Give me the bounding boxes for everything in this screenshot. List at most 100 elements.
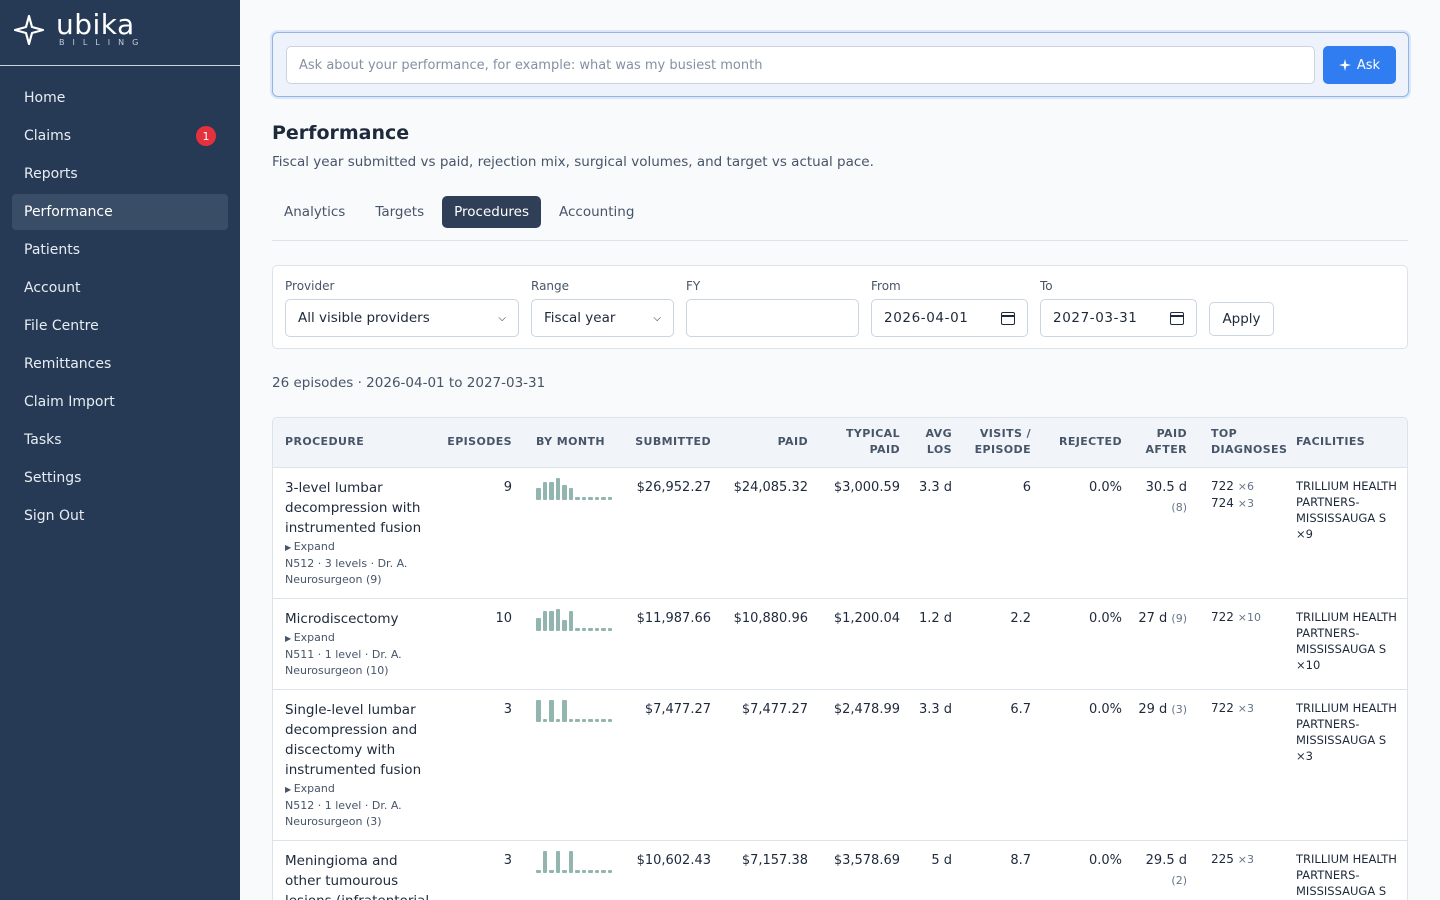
col-visits-per-episode[interactable]: VISITS / EPISODE bbox=[958, 418, 1037, 468]
tab-targets[interactable]: Targets bbox=[375, 204, 425, 220]
diagnosis-code: 722 bbox=[1211, 478, 1234, 493]
sparkline-bar bbox=[575, 718, 580, 722]
fy-input[interactable] bbox=[686, 299, 859, 337]
main-content: Ask Performance Fiscal year submitted vs… bbox=[240, 0, 1440, 900]
paid-after-value: 30.5 d bbox=[1145, 479, 1187, 495]
page-subtitle: Fiscal year submitted vs paid, rejection… bbox=[272, 154, 874, 170]
by-month-cell bbox=[518, 689, 620, 841]
sparkline-bar bbox=[607, 869, 612, 873]
facilities-cell: TRILLIUM HEALTH PARTNERS-MISSISSAUGA S ×… bbox=[1290, 598, 1407, 690]
sidebar-item-claims[interactable]: Claims 1 bbox=[12, 118, 228, 154]
tab-analytics[interactable]: Analytics bbox=[284, 204, 346, 220]
col-rejected[interactable]: REJECTED bbox=[1037, 418, 1128, 468]
sparkline-bar bbox=[542, 850, 547, 873]
sparkline-bar bbox=[575, 627, 580, 631]
col-facilities[interactable]: FACILITIES bbox=[1290, 418, 1407, 468]
table-row: Meningioma and other tumourous lesions (… bbox=[273, 840, 1407, 900]
paid-after-count: (9) bbox=[1171, 611, 1187, 625]
typical-paid-cell: $3,578.69 bbox=[814, 840, 906, 900]
ask-button[interactable]: Ask bbox=[1323, 46, 1396, 84]
diagnosis-code: 724 bbox=[1211, 495, 1234, 510]
sidebar-item-sign-out[interactable]: Sign Out bbox=[12, 498, 228, 534]
paid-after-count: (2) bbox=[1171, 873, 1187, 887]
procedure-name: Meningioma and other tumourous lesions (… bbox=[285, 852, 429, 900]
sidebar-item-label: Sign Out bbox=[24, 508, 85, 524]
tab-procedures[interactable]: Procedures bbox=[442, 196, 541, 228]
sparkline-bar bbox=[555, 477, 560, 500]
ubika-logo-icon bbox=[13, 14, 45, 46]
table-row: Single-level lumbar decompression and di… bbox=[273, 689, 1407, 841]
visits-cell: 6.7 bbox=[958, 689, 1037, 841]
facilities-cell: TRILLIUM HEALTH PARTNERS-MISSISSAUGA S ×… bbox=[1290, 689, 1407, 841]
range-value: Fiscal year bbox=[544, 310, 616, 326]
paid-after-count: (8) bbox=[1171, 500, 1187, 514]
calendar-icon[interactable] bbox=[1170, 311, 1184, 325]
sparkline-bar bbox=[555, 718, 560, 722]
expand-toggle[interactable]: ▶ Expand bbox=[285, 539, 431, 556]
diagnosis-item: 225 ×3 bbox=[1211, 851, 1284, 868]
top-diagnoses-cell: 722 ×6 724 ×3 bbox=[1193, 467, 1290, 599]
procedure-meta: N511 · 1 level · Dr. A. Neurosurgeon (10… bbox=[285, 647, 402, 677]
to-label: To bbox=[1040, 279, 1053, 293]
rejected-cell: 0.0% bbox=[1037, 840, 1128, 900]
expand-label: Expand bbox=[293, 630, 335, 644]
typical-paid-cell: $2,478.99 bbox=[814, 689, 906, 841]
sparkline-bar bbox=[549, 869, 554, 873]
expand-label: Expand bbox=[293, 539, 335, 553]
sparkline-bar bbox=[542, 718, 547, 722]
sidebar-item-file-centre[interactable]: File Centre bbox=[12, 308, 228, 344]
col-top-diagnoses[interactable]: TOP DIAGNOSES bbox=[1193, 418, 1290, 468]
ask-input[interactable] bbox=[286, 46, 1315, 84]
sidebar-item-home[interactable]: Home bbox=[12, 80, 228, 116]
paid-cell: $7,477.27 bbox=[717, 689, 814, 841]
apply-button[interactable]: Apply bbox=[1209, 302, 1274, 336]
range-select[interactable]: Fiscal year ⌵ bbox=[531, 299, 674, 337]
episodes-cell: 3 bbox=[437, 840, 518, 900]
calendar-icon[interactable] bbox=[1001, 311, 1015, 325]
sparkline-bar bbox=[562, 869, 567, 873]
sparkline-bar bbox=[575, 496, 580, 500]
diagnosis-code: 225 bbox=[1211, 851, 1234, 866]
sidebar-item-performance[interactable]: Performance bbox=[12, 194, 228, 230]
provider-select[interactable]: All visible providers ⌵ bbox=[285, 299, 519, 337]
by-month-cell bbox=[518, 467, 620, 599]
expand-toggle[interactable]: ▶ Expand bbox=[285, 781, 431, 798]
col-by-month[interactable]: BY MONTH bbox=[518, 418, 620, 468]
col-paid-after[interactable]: PAID AFTER bbox=[1128, 418, 1193, 468]
sparkline-bar bbox=[594, 869, 599, 873]
col-typical-paid[interactable]: TYPICAL PAID bbox=[814, 418, 906, 468]
episode-summary: 26 episodes · 2026-04-01 to 2027-03-31 bbox=[272, 375, 546, 391]
col-paid[interactable]: PAID bbox=[717, 418, 814, 468]
col-episodes[interactable]: EPISODES bbox=[437, 418, 518, 468]
typical-paid-cell: $1,200.04 bbox=[814, 598, 906, 690]
sidebar-item-label: Reports bbox=[24, 166, 78, 182]
episodes-cell: 9 bbox=[437, 467, 518, 599]
typical-paid-cell: $3,000.59 bbox=[814, 467, 906, 599]
sidebar-item-patients[interactable]: Patients bbox=[12, 232, 228, 268]
sidebar-item-tasks[interactable]: Tasks bbox=[12, 422, 228, 458]
col-submitted[interactable]: SUBMITTED bbox=[620, 418, 717, 468]
brand-name: ubika bbox=[56, 8, 135, 41]
col-procedure[interactable]: PROCEDURE bbox=[273, 418, 437, 468]
sidebar-item-account[interactable]: Account bbox=[12, 270, 228, 306]
sidebar-item-reports[interactable]: Reports bbox=[12, 156, 228, 192]
from-date-value: 2026-04-01 bbox=[884, 310, 969, 326]
diagnosis-count: ×10 bbox=[1237, 610, 1261, 624]
diagnosis-code: 722 bbox=[1211, 700, 1234, 715]
from-date-input[interactable]: 2026-04-01 bbox=[871, 299, 1028, 337]
procedure-cell: Microdiscectomy ▶ Expand N511 · 1 level · … bbox=[273, 598, 437, 690]
expand-toggle[interactable]: ▶ Expand bbox=[285, 630, 431, 647]
monthly-sparkline bbox=[536, 477, 614, 500]
sidebar-item-settings[interactable]: Settings bbox=[12, 460, 228, 496]
facilities-cell: TRILLIUM HEALTH PARTNERS-MISSISSAUGA S bbox=[1290, 840, 1407, 900]
to-date-input[interactable]: 2027-03-31 bbox=[1040, 299, 1197, 337]
col-avg-los[interactable]: AVG LOS bbox=[906, 418, 958, 468]
diagnosis-count: ×3 bbox=[1237, 496, 1254, 510]
tab-accounting[interactable]: Accounting bbox=[559, 204, 635, 220]
sidebar-item-remittances[interactable]: Remittances bbox=[12, 346, 228, 382]
sidebar-item-label: Patients bbox=[24, 242, 81, 258]
brand-logo[interactable]: ubika BILLING bbox=[0, 0, 240, 66]
sidebar-item-claim-import[interactable]: Claim Import bbox=[12, 384, 228, 420]
visits-cell: 6 bbox=[958, 467, 1037, 599]
triangle-right-icon: ▶ bbox=[285, 784, 294, 794]
